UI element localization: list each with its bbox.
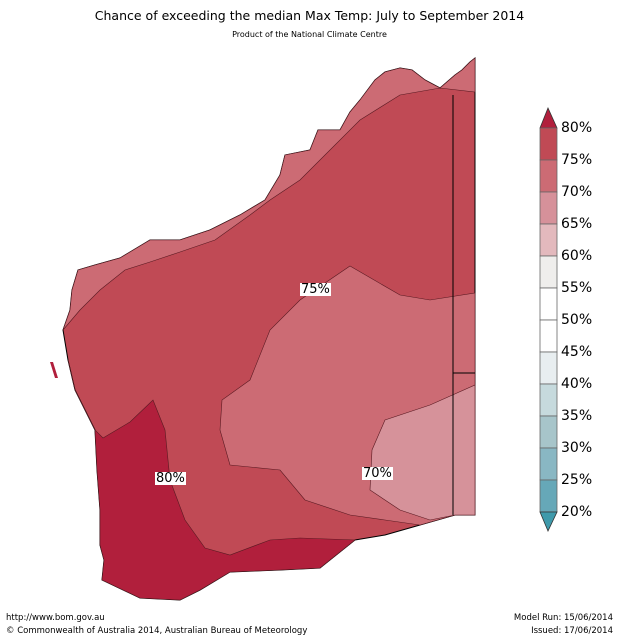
colorbar-tick-label: 25% <box>561 472 593 488</box>
footer-model-run: Model Run: 15/06/2014 <box>513 613 613 623</box>
island <box>50 362 58 378</box>
colorbar-tick-label: 60% <box>561 248 593 264</box>
colorbar-tick-label: 40% <box>561 376 593 392</box>
colorbar-tick-label: 20% <box>561 504 593 520</box>
colorbar-segment <box>539 287 558 321</box>
map-label-80: 80% <box>155 471 186 486</box>
colorbar <box>539 106 558 532</box>
colorbar-segment <box>539 383 558 417</box>
region-70-north <box>62 57 476 331</box>
colorbar-segment <box>539 415 558 449</box>
region-65-southeast <box>369 384 476 521</box>
footer-copyright: © Commonwealth of Australia 2014, Austra… <box>6 626 308 636</box>
colorbar-tick-label: 70% <box>561 184 593 200</box>
colorbar-segment <box>539 223 558 257</box>
colorbar-tick-label: 55% <box>561 280 593 296</box>
colorbar-tick-label: 80% <box>561 120 593 136</box>
colorbar-tick-label: 35% <box>561 408 593 424</box>
footer-url[interactable]: http://www.bom.gov.au <box>6 613 105 623</box>
footer-issued: Issued: 17/06/2014 <box>531 626 613 636</box>
colorbar-tick-label: 65% <box>561 216 593 232</box>
colorbar-segment <box>539 255 558 289</box>
colorbar-segment <box>539 191 558 225</box>
colorbar-segment <box>539 351 558 385</box>
map-subtitle: Product of the National Climate Centre <box>232 30 387 39</box>
colorbar-over-arrow <box>539 106 558 129</box>
colorbar-tick-label: 75% <box>561 152 593 168</box>
map-label-75: 75% <box>300 282 331 297</box>
map-title: Chance of exceeding the median Max Temp:… <box>94 8 525 23</box>
colorbar-tick-label: 50% <box>561 312 593 328</box>
colorbar-segment <box>539 127 558 161</box>
colorbar-segment <box>539 479 558 513</box>
colorbar-segment <box>539 447 558 481</box>
colorbar-under-arrow <box>539 511 558 532</box>
map-label-70: 70% <box>362 466 393 481</box>
colorbar-tick-label: 45% <box>561 344 593 360</box>
colorbar-segment <box>539 159 558 193</box>
region-80-southwest <box>67 359 356 601</box>
colorbar-segment <box>539 319 558 353</box>
colorbar-tick-label: 30% <box>561 440 593 456</box>
